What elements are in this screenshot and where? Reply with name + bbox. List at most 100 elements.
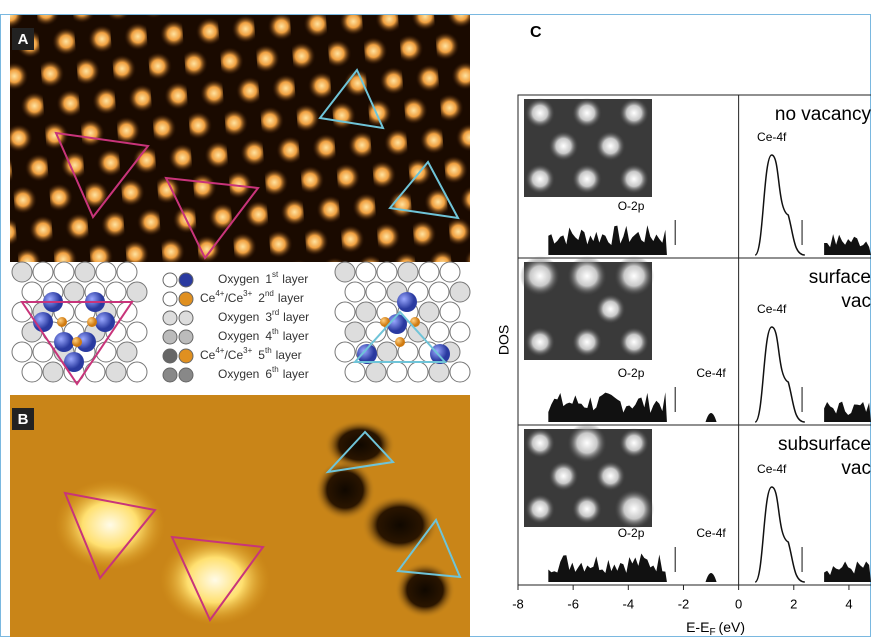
dos-band: [548, 553, 667, 582]
x-tick-label: -6: [567, 596, 579, 611]
legend-text: rd: [272, 308, 279, 317]
legend-key: [179, 292, 193, 306]
inset-spot: [596, 461, 626, 491]
legend-text: /Ce: [224, 348, 243, 362]
atom: [395, 337, 405, 347]
legend-text: /Ce: [224, 291, 243, 305]
legend-label: Oxygen1stlayer: [218, 270, 308, 286]
legend-key: [179, 349, 193, 363]
legend-text: 4+: [215, 289, 224, 298]
peak-label: Ce-4f: [757, 302, 787, 316]
atom: [127, 282, 147, 302]
figure: A Oxygen1stlayerCe4+/Ce3+2ndlayerOxygen3…: [0, 0, 871, 637]
dos-plot: -8-6-4-2024O-2pCe-4fno vacancyO-2pCe-4fC…: [512, 95, 871, 611]
legend-text: 4+: [215, 346, 224, 355]
atom: [106, 282, 126, 302]
atom: [419, 262, 439, 282]
atom: [377, 342, 397, 362]
legend-key: [163, 292, 177, 306]
row-title: no vacancy: [775, 104, 871, 125]
dos-band: [548, 392, 667, 422]
legend-key: [179, 273, 193, 287]
gap-label: Ce-4f: [696, 526, 726, 540]
atom: [72, 337, 82, 347]
inset-spot: [619, 164, 649, 194]
legend-text: th: [272, 365, 279, 374]
atom: [85, 362, 105, 382]
row-title: surface: [809, 267, 871, 288]
legend-text: layer: [283, 310, 309, 324]
legend-key: [179, 330, 193, 344]
x-tick-label: 0: [735, 596, 742, 611]
atom: [450, 282, 470, 302]
inset-spot: [572, 327, 602, 357]
x-tick-label: -4: [623, 596, 635, 611]
inset-spot: [525, 494, 555, 524]
peak-label: Ce-4f: [757, 462, 787, 476]
atom: [429, 282, 449, 302]
atom: [366, 282, 386, 302]
inset-spot: [619, 327, 649, 357]
legend-label: Ce4+/Ce3+5thlayer: [200, 346, 302, 362]
panel-label: A: [18, 31, 29, 48]
atom: [57, 317, 67, 327]
inset-spot: [596, 294, 626, 324]
inset-spot: [614, 489, 654, 529]
legend-text: Oxygen: [218, 272, 259, 286]
legend-text: layer: [283, 329, 309, 343]
atom: [75, 262, 95, 282]
atom: [117, 262, 137, 282]
atom: [12, 262, 32, 282]
legend-text: th: [272, 327, 279, 336]
legend-text: 3+: [243, 289, 252, 298]
atom: [335, 302, 355, 322]
dos-band: [824, 561, 871, 582]
legend-text: Ce: [200, 348, 216, 362]
inset-spot: [525, 428, 555, 458]
atom: [356, 262, 376, 282]
inset-spot: [596, 131, 626, 161]
atom: [345, 282, 365, 302]
atom: [345, 322, 365, 342]
legend-key: [163, 349, 177, 363]
dos-peak: [755, 327, 805, 422]
atom: [43, 362, 63, 382]
atom: [117, 342, 137, 362]
legend-text: 3+: [243, 346, 252, 355]
dos-gap-state: [706, 573, 717, 582]
dos-peak: [755, 487, 805, 582]
band-label: O-2p: [618, 526, 645, 540]
legend-text: Oxygen: [218, 310, 259, 324]
atom: [398, 262, 418, 282]
legend-text: Oxygen: [218, 367, 259, 381]
stm-lattice: [10, 15, 470, 262]
atom: [419, 302, 439, 322]
atom: [64, 282, 84, 302]
atom: [429, 322, 449, 342]
legend-key: [179, 368, 193, 382]
atom-diagram: [12, 262, 147, 384]
inset-spot: [525, 327, 555, 357]
x-tick-label: -2: [678, 596, 690, 611]
inset-spot: [567, 423, 607, 463]
legend-text: layer: [283, 367, 309, 381]
atom: [429, 362, 449, 382]
atom: [54, 332, 74, 352]
inset-spot: [567, 256, 607, 296]
atom: [106, 362, 126, 382]
legend-key: [163, 273, 177, 287]
inset-spot: [572, 494, 602, 524]
legend-text: Ce: [200, 291, 216, 305]
inset-spot: [549, 461, 579, 491]
atom: [96, 262, 116, 282]
legend-text: nd: [265, 289, 274, 298]
row-title: vac: [841, 458, 871, 479]
atom: [377, 262, 397, 282]
atom: [12, 342, 32, 362]
dos-band: [548, 225, 667, 255]
atom: [450, 322, 470, 342]
dos-band: [824, 402, 871, 422]
